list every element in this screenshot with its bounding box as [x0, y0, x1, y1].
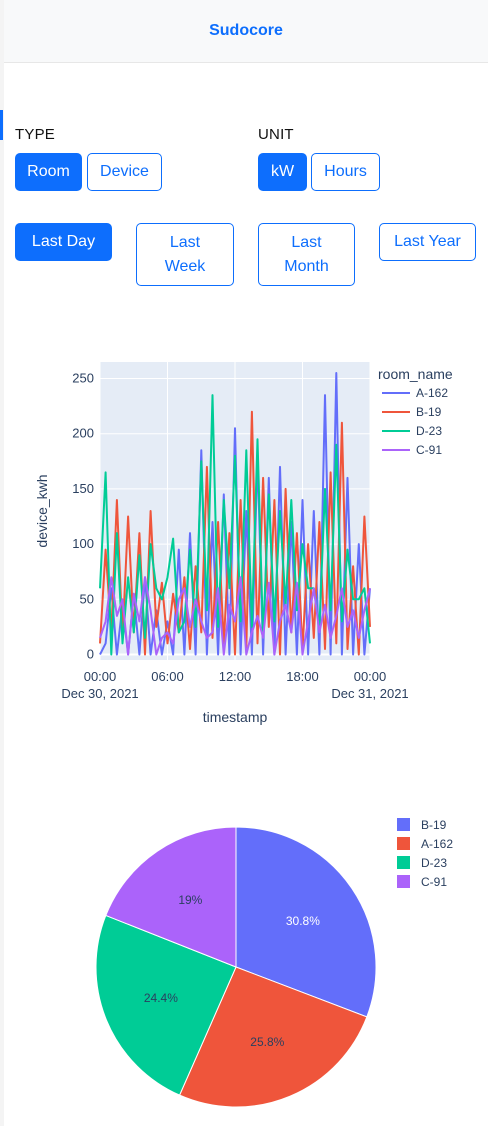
period-last-week-line1: Last — [169, 233, 201, 251]
pie-slice-label: 30.8% — [286, 914, 320, 928]
y-tick-label: 0 — [87, 646, 94, 661]
pie-legend-label[interactable]: D-23 — [421, 856, 447, 870]
x-tick-label: 00:00 — [354, 669, 387, 684]
y-tick-label: 50 — [80, 591, 94, 606]
period-last-year-button[interactable]: Last Year — [379, 223, 476, 261]
legend-title: room_name — [378, 366, 453, 382]
pie-legend-label[interactable]: C-91 — [421, 875, 447, 889]
pie-legend-swatch[interactable] — [397, 875, 410, 888]
period-last-month-button[interactable]: Last Month — [258, 223, 355, 286]
legend-label[interactable]: A-162 — [416, 386, 448, 400]
type-device-button[interactable]: Device — [87, 153, 162, 191]
type-device-label: Device — [100, 163, 149, 180]
legend-label[interactable]: C-91 — [416, 443, 442, 457]
series-line-B-19[interactable] — [99, 410, 371, 656]
period-last-day-label: Last Day — [31, 233, 96, 250]
period-last-week-button[interactable]: Last Week — [136, 223, 234, 286]
pie-legend-swatch[interactable] — [397, 818, 410, 831]
period-last-week-line2: Week — [164, 257, 206, 275]
y-tick-label: 250 — [72, 371, 94, 386]
pie-slice-label: 19% — [178, 893, 202, 907]
unit-label: UNIT — [258, 126, 294, 143]
type-room-button[interactable]: Room — [15, 153, 82, 191]
brand-title[interactable]: Sudocore — [209, 22, 283, 39]
period-last-day-button[interactable]: Last Day — [15, 223, 112, 261]
x-axis-title: timestamp — [203, 709, 268, 725]
unit-hours-label: Hours — [324, 163, 367, 180]
type-room-label: Room — [27, 163, 70, 180]
type-label: TYPE — [15, 126, 55, 143]
pie-legend-swatch[interactable] — [397, 837, 410, 850]
pie-slice-A-162[interactable] — [178, 966, 368, 1108]
line-chart[interactable]: 00:00 Dec 30, 2021 06:00 12:00 18:00 00:00 Dec… — [0, 340, 488, 740]
pie-legend-label[interactable]: B-19 — [421, 818, 447, 832]
x-tick-label: 12:00 — [219, 669, 252, 684]
legend-label[interactable]: D-23 — [416, 424, 442, 438]
series-line-C-91[interactable] — [99, 576, 371, 656]
unit-kw-button[interactable]: kW — [258, 153, 307, 191]
x-tick-label: 18:00 — [286, 669, 319, 684]
period-last-month-line2: Month — [284, 257, 329, 275]
pie-slice-B-19[interactable] — [235, 826, 377, 1018]
x-tick-label: 00:00 — [84, 669, 117, 684]
y-tick-label: 150 — [72, 481, 94, 496]
pie-legend-label[interactable]: A-162 — [421, 837, 453, 851]
pie-slice-C-91[interactable] — [105, 826, 237, 968]
pie-chart[interactable]: 30.8% 25.8% 24.4% 19% B-19 A-162 D-23 C-91 — [0, 780, 488, 1126]
left-edge-marker — [0, 110, 3, 140]
legend-label[interactable]: B-19 — [416, 405, 442, 419]
period-last-month-line1: Last — [291, 233, 322, 251]
pie-slice-label: 25.8% — [250, 1035, 284, 1049]
x-tick-sublabel: Dec 30, 2021 — [61, 686, 138, 701]
y-tick-label: 200 — [72, 426, 94, 441]
pie-legend-swatch[interactable] — [397, 856, 410, 869]
x-tick-sublabel: Dec 31, 2021 — [331, 686, 408, 701]
x-tick-label: 06:00 — [151, 669, 184, 684]
left-edge-strip — [0, 0, 4, 1126]
series-line-D-23[interactable] — [99, 394, 371, 656]
unit-hours-button[interactable]: Hours — [311, 153, 380, 191]
navbar: Sudocore — [4, 0, 488, 63]
pie-slice-D-23[interactable] — [95, 914, 237, 1096]
pie-slice-label: 24.4% — [144, 991, 178, 1005]
y-tick-label: 100 — [72, 536, 94, 551]
y-axis-title: device_kwh — [34, 474, 50, 547]
period-last-year-label: Last Year — [394, 233, 461, 250]
unit-kw-label: kW — [270, 163, 295, 180]
